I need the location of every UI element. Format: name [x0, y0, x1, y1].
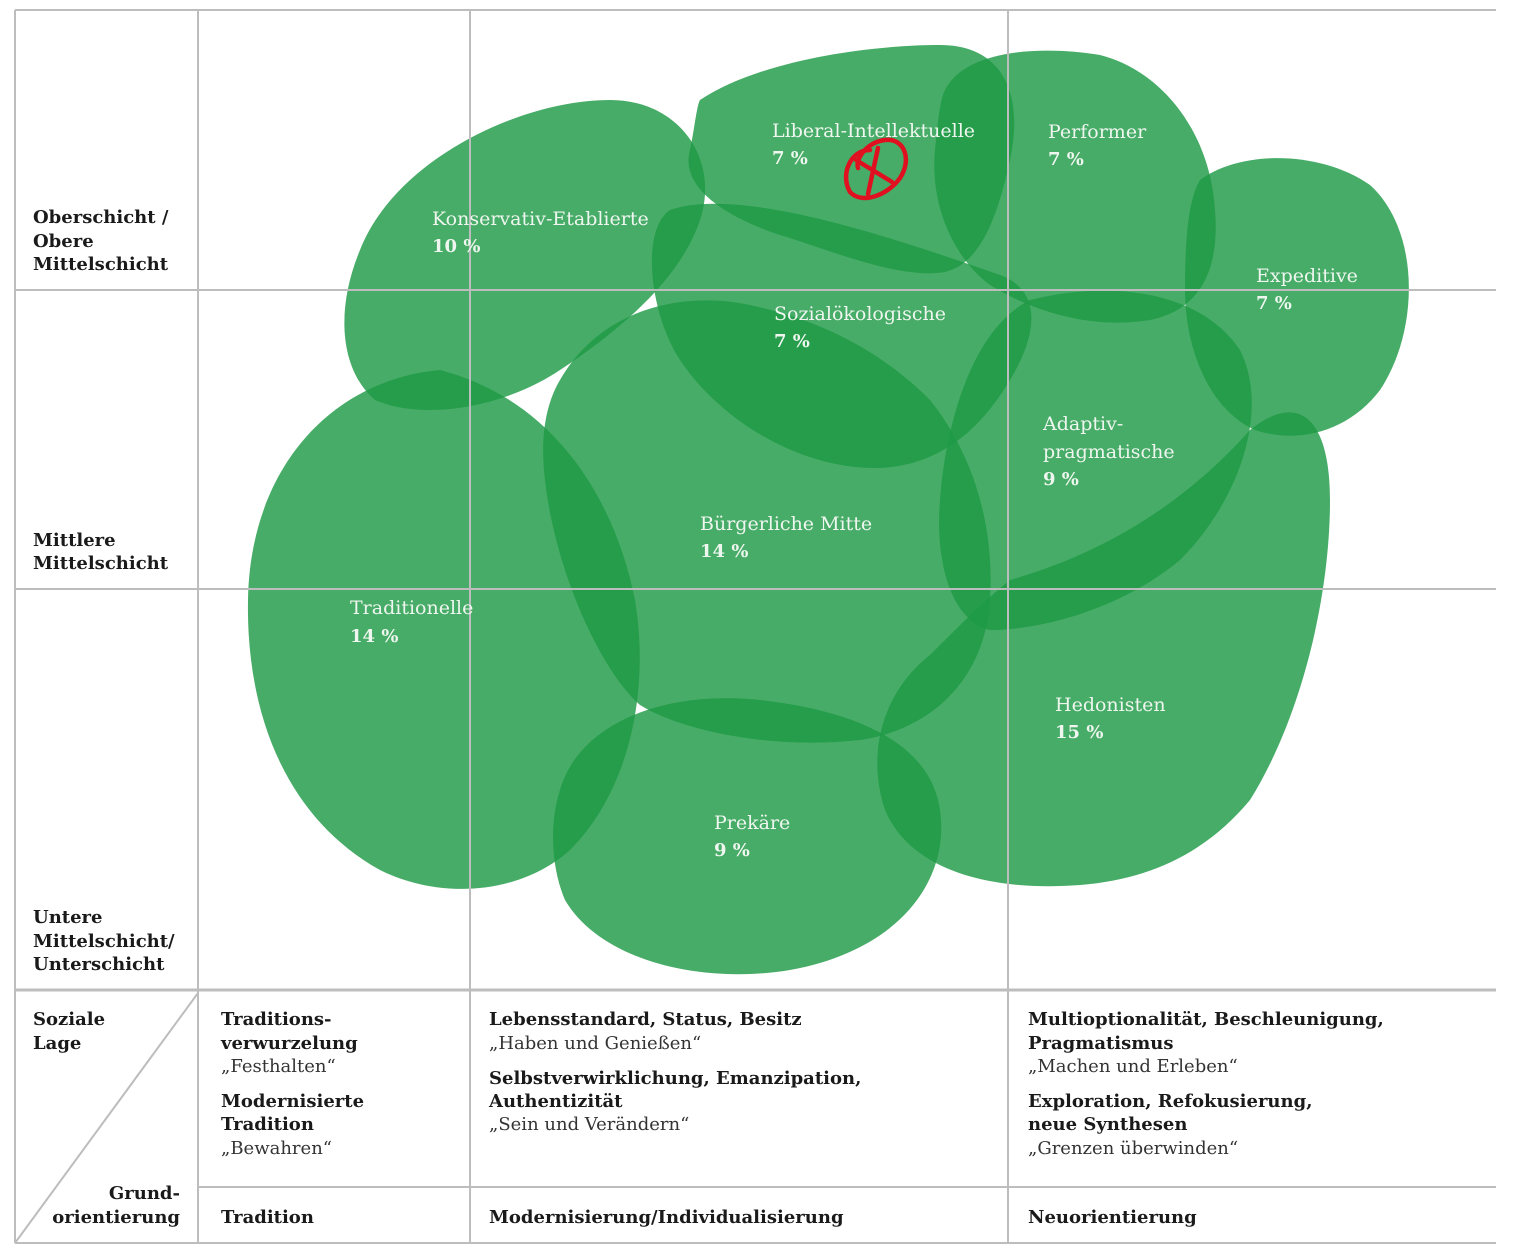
svg-text:Traditions-: Traditions-: [221, 1009, 332, 1030]
grid: [14, 9, 1496, 1244]
svg-text:Mittelschicht: Mittelschicht: [33, 254, 169, 275]
svg-text:Mittelschicht: Mittelschicht: [33, 553, 169, 574]
svg-text:Unterschicht: Unterschicht: [33, 954, 165, 975]
axis-corner: Soziale Lage Grund- orientierung: [33, 1009, 180, 1228]
svg-text:14 %: 14 %: [350, 626, 398, 647]
svg-text:7 %: 7 %: [1256, 293, 1292, 314]
blob-traditionelle: [247, 370, 640, 889]
svg-text:Oberschicht /: Oberschicht /: [33, 207, 169, 228]
svg-text:„Bewahren“: „Bewahren“: [221, 1138, 332, 1159]
svg-text:Pragmatismus: Pragmatismus: [1028, 1033, 1174, 1054]
svg-text:„Grenzen überwinden“: „Grenzen überwinden“: [1028, 1138, 1238, 1159]
svg-text:orientierung: orientierung: [52, 1207, 180, 1228]
svg-text:7 %: 7 %: [1048, 149, 1084, 170]
blob-konservativ-etablierte: [344, 100, 706, 410]
svg-text:Soziale: Soziale: [33, 1009, 105, 1030]
svg-text:Hedonisten: Hedonisten: [1055, 694, 1166, 716]
row-label-upper: Oberschicht / Obere Mittelschicht: [33, 207, 169, 275]
milieu-label-konservativ-etablierte: Konservativ-Etablierte 10 %: [432, 208, 649, 257]
svg-text:Sozialökologische: Sozialökologische: [774, 303, 946, 325]
svg-text:Liberal-Intellektuelle: Liberal-Intellektuelle: [772, 120, 975, 142]
milieu-label-adaptiv-pragmatische: Adaptiv- pragmatische 9 %: [1042, 413, 1175, 490]
svg-text:Tradition: Tradition: [221, 1114, 314, 1135]
row-label-lower: Untere Mittelschicht/ Unterschicht: [33, 907, 175, 975]
milieu-label-performer: Performer 7 %: [1048, 121, 1147, 170]
axis-column-neuorientierung: Multioptionalität, Beschleunigung, Pragm…: [1028, 1009, 1384, 1228]
milieu-label-prekaere: Prekäre 9 %: [714, 812, 790, 861]
svg-text:Multioptionalität, Beschleunig: Multioptionalität, Beschleunigung,: [1028, 1009, 1384, 1030]
svg-text:Mittlere: Mittlere: [33, 530, 116, 551]
svg-text:7 %: 7 %: [774, 331, 810, 352]
svg-text:10 %: 10 %: [432, 236, 480, 257]
svg-text:14 %: 14 %: [700, 541, 748, 562]
handdrawn-cross-mark-icon: [843, 137, 909, 201]
svg-text:Expeditive: Expeditive: [1256, 265, 1358, 287]
svg-text:verwurzelung: verwurzelung: [220, 1033, 358, 1054]
svg-text:9 %: 9 %: [1043, 469, 1079, 490]
milieu-label-buergerliche-mitte: Bürgerliche Mitte 14 %: [700, 513, 872, 562]
svg-text:Neuorientierung: Neuorientierung: [1028, 1207, 1197, 1228]
svg-text:„Haben und Genießen“: „Haben und Genießen“: [489, 1033, 701, 1054]
milieu-label-liberal-intellektuelle: Liberal-Intellektuelle 7 %: [772, 120, 975, 169]
svg-text:Selbstverwirklichung, Emanzipa: Selbstverwirklichung, Emanzipation,: [489, 1068, 861, 1089]
svg-text:Modernisierung/Individualisier: Modernisierung/Individualisierung: [489, 1207, 844, 1228]
row-label-middle: Mittlere Mittelschicht: [33, 530, 169, 574]
blob-hedonisten: [877, 412, 1330, 887]
blob-buergerliche-mitte: [543, 300, 991, 743]
svg-text:Adaptiv-: Adaptiv-: [1042, 413, 1123, 435]
svg-text:Bürgerliche Mitte: Bürgerliche Mitte: [700, 513, 872, 535]
svg-text:„Sein und Verändern“: „Sein und Verändern“: [489, 1114, 689, 1135]
svg-text:Grund-: Grund-: [109, 1183, 180, 1204]
svg-text:15 %: 15 %: [1055, 722, 1103, 743]
svg-text:9 %: 9 %: [714, 840, 750, 861]
blob-prekaere: [553, 698, 942, 975]
milieu-label-expeditive: Expeditive 7 %: [1256, 265, 1358, 314]
svg-text:Lebensstandard, Status, Besitz: Lebensstandard, Status, Besitz: [489, 1009, 802, 1030]
svg-text:Prekäre: Prekäre: [714, 812, 790, 834]
svg-text:neue Synthesen: neue Synthesen: [1028, 1114, 1187, 1135]
svg-text:Lage: Lage: [33, 1033, 81, 1054]
axis-column-tradition: Traditions- verwurzelung „Festhalten“ Mo…: [220, 1009, 364, 1228]
svg-text:„Festhalten“: „Festhalten“: [221, 1056, 336, 1077]
svg-text:Traditionelle: Traditionelle: [350, 597, 473, 619]
svg-text:Performer: Performer: [1048, 121, 1147, 143]
svg-text:Tradition: Tradition: [221, 1207, 314, 1228]
svg-text:Obere: Obere: [33, 231, 94, 252]
svg-text:Mittelschicht/: Mittelschicht/: [33, 931, 175, 952]
blob-performer: [934, 50, 1216, 323]
svg-text:Exploration, Refokusierung,: Exploration, Refokusierung,: [1028, 1091, 1312, 1112]
svg-text:pragmatische: pragmatische: [1043, 441, 1175, 463]
milieu-label-sozialoekologische: Sozialökologische 7 %: [774, 303, 946, 352]
svg-text:7 %: 7 %: [772, 148, 808, 169]
svg-text:Konservativ-Etablierte: Konservativ-Etablierte: [432, 208, 649, 230]
svg-text:Modernisierte: Modernisierte: [221, 1091, 364, 1112]
milieu-blobs: [247, 45, 1409, 975]
svg-text:Untere: Untere: [33, 907, 103, 928]
svg-text:„Machen und Erleben“: „Machen und Erleben“: [1028, 1056, 1238, 1077]
milieu-label-hedonisten: Hedonisten 15 %: [1055, 694, 1166, 743]
svg-text:Authentizität: Authentizität: [488, 1091, 623, 1112]
milieu-label-traditionelle: Traditionelle 14 %: [350, 597, 473, 647]
axis-column-modernisierung: Lebensstandard, Status, Besitz „Haben un…: [488, 1009, 861, 1228]
